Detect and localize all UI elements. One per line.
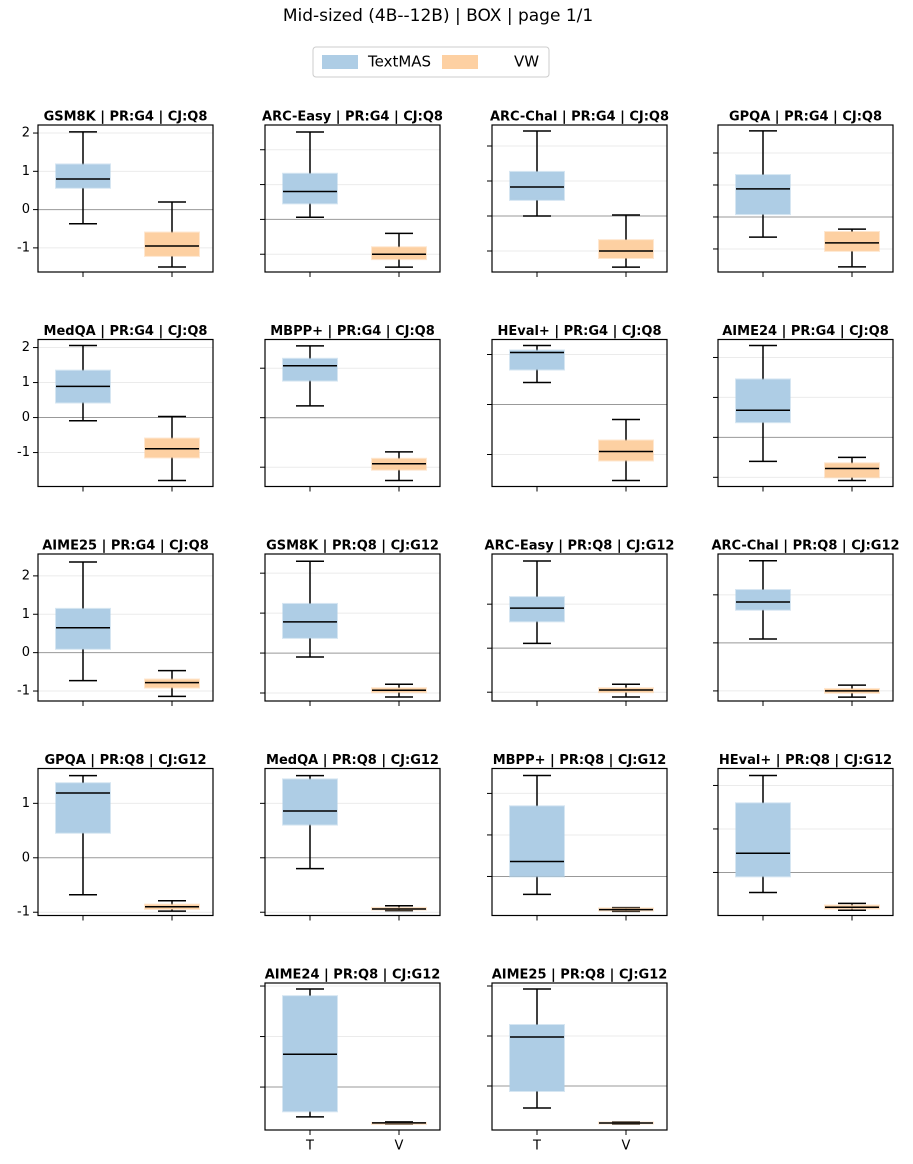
plot-frame <box>37 124 214 273</box>
plot-frame <box>491 553 668 702</box>
plot-frame <box>37 338 214 488</box>
box <box>509 349 565 371</box>
subplot-title: GSM8K | PR:G4 | CJ:Q8 <box>44 110 208 125</box>
y-tick-label: -1 <box>17 445 30 460</box>
y-tick-label: 1 <box>22 796 30 811</box>
box <box>371 246 427 261</box>
subplot-title: GPQA | PR:Q8 | CJ:G12 <box>44 753 206 768</box>
x-tick-label: T <box>532 1139 541 1154</box>
legend-label: VW <box>514 53 539 71</box>
box <box>509 805 565 878</box>
box <box>735 174 791 216</box>
y-tick-label: 0 <box>22 645 30 660</box>
subplot-title: MBPP+ | PR:Q8 | CJ:G12 <box>493 753 667 768</box>
box <box>598 239 654 259</box>
x-tick-label: V <box>622 1139 631 1154</box>
subplot-title: GSM8K | PR:Q8 | CJ:G12 <box>266 539 439 554</box>
y-tick-label: 2 <box>22 340 30 355</box>
subplot-title: AIME25 | PR:G4 | CJ:Q8 <box>42 539 209 554</box>
y-tick-label: 0 <box>22 410 30 425</box>
subplot-title: AIME24 | PR:G4 | CJ:Q8 <box>722 324 889 339</box>
plot-frame <box>491 767 668 917</box>
plot-frame <box>264 553 441 702</box>
subplot-title: ARC-Easy | PR:G4 | CJ:Q8 <box>262 110 443 125</box>
subplot-title: ARC-Easy | PR:Q8 | CJ:G12 <box>485 539 675 554</box>
plot-frame <box>491 338 668 488</box>
plot-frame <box>264 982 441 1131</box>
box <box>282 172 338 205</box>
subplot-title: ARC-Chal | PR:Q8 | CJ:G12 <box>711 539 899 554</box>
plot-frame <box>717 338 894 488</box>
subplot-title: AIME24 | PR:Q8 | CJ:G12 <box>265 968 441 983</box>
box <box>55 163 111 189</box>
y-tick-label: 2 <box>22 568 30 583</box>
y-tick-label: -1 <box>17 240 30 255</box>
box <box>735 378 791 424</box>
plot-frame <box>264 124 441 273</box>
y-tick-label: 0 <box>22 850 30 865</box>
plot-frame <box>717 767 894 917</box>
box <box>282 778 338 826</box>
plot-frame <box>264 767 441 917</box>
subplot-title: ARC-Chal | PR:G4 | CJ:Q8 <box>490 110 669 125</box>
plot-frame <box>717 553 894 702</box>
plot-frame <box>717 124 894 273</box>
box <box>735 589 791 611</box>
box <box>598 439 654 462</box>
box <box>824 462 880 479</box>
subplot-title: MBPP+ | PR:G4 | CJ:Q8 <box>270 324 435 339</box>
box <box>824 231 880 252</box>
plot-frame <box>491 982 668 1131</box>
plot-frame <box>264 338 441 488</box>
y-tick-label: 1 <box>22 164 30 179</box>
x-tick-label: V <box>395 1139 404 1154</box>
box <box>509 596 565 623</box>
legend-swatch <box>322 55 358 69</box>
y-tick-label: -1 <box>17 905 30 920</box>
figure-title: Mid-sized (4B--12B) | BOX | page 1/1 <box>283 6 593 26</box>
plot-frame <box>37 767 214 917</box>
box <box>509 170 565 201</box>
box <box>55 607 111 650</box>
subplot-title: MedQA | PR:G4 | CJ:Q8 <box>44 324 208 339</box>
legend-label: TextMAS <box>367 53 431 71</box>
box <box>55 782 111 834</box>
subplot-title: GPQA | PR:G4 | CJ:Q8 <box>729 110 882 125</box>
box <box>282 602 338 639</box>
subplot-title: HEval+ | PR:G4 | CJ:Q8 <box>497 324 661 339</box>
y-tick-label: 2 <box>22 126 30 141</box>
box <box>144 231 200 257</box>
subplot-title: AIME25 | PR:Q8 | CJ:G12 <box>492 968 668 983</box>
box <box>509 1024 565 1092</box>
legend-swatch <box>442 55 478 69</box>
subplot-title: MedQA | PR:Q8 | CJ:G12 <box>266 753 439 768</box>
subplot-title: HEval+ | PR:Q8 | CJ:G12 <box>719 753 892 768</box>
box <box>144 678 200 689</box>
box <box>735 802 791 878</box>
box <box>282 357 338 382</box>
y-tick-label: 1 <box>22 375 30 390</box>
plot-frame <box>491 124 668 273</box>
y-tick-label: 0 <box>22 202 30 217</box>
y-tick-label: 1 <box>22 607 30 622</box>
legend-frame <box>312 46 550 78</box>
plot-frame <box>37 553 214 702</box>
x-tick-label: T <box>305 1139 314 1154</box>
y-tick-label: -1 <box>17 684 30 699</box>
